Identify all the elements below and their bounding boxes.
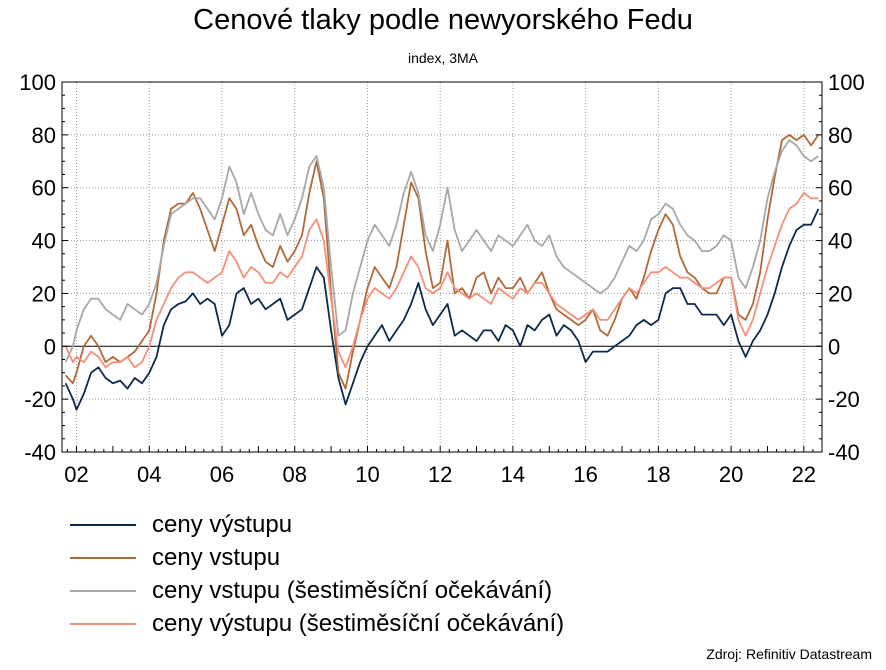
series-line <box>64 139 819 363</box>
legend-item: ceny vstupu (šestiměsíční očekávání) <box>70 574 564 607</box>
y-tick-label-right: 20 <box>828 281 852 306</box>
y-tick-label-left: 60 <box>32 176 56 201</box>
legend-item: ceny vstupu <box>70 541 564 574</box>
y-tick-label-left: 0 <box>44 334 56 359</box>
series-line <box>64 192 819 369</box>
y-tick-label-left: 40 <box>32 229 56 254</box>
legend-item: ceny výstupu <box>70 508 564 541</box>
series-line <box>64 134 820 390</box>
chart-title: Cenové tlaky podle newyorského Fedu <box>193 4 693 36</box>
axis-ticks <box>62 81 823 453</box>
x-tick-label: 20 <box>719 462 743 487</box>
y-tick-label-left: -40 <box>24 440 56 465</box>
grid-lines <box>62 82 822 452</box>
x-tick-label: 18 <box>646 462 670 487</box>
x-tick-label: 10 <box>355 462 379 487</box>
x-tick-label: 22 <box>792 462 816 487</box>
y-tick-label-right: -40 <box>828 440 860 465</box>
legend-swatch <box>70 622 136 625</box>
line-chart: -40 -40 -20 -20 0 0 20 20 40 40 60 60 80 80 100 100 02 04… <box>19 70 864 487</box>
y-tick-label-right: -20 <box>828 387 860 412</box>
x-tick-label: 16 <box>573 462 597 487</box>
x-tick-label: 12 <box>428 462 452 487</box>
legend-item: ceny výstupu (šestiměsíční očekávání) <box>70 607 564 640</box>
x-tick-label: 06 <box>210 462 234 487</box>
series-lines <box>64 134 820 411</box>
legend-label: ceny vstupu (šestiměsíční očekávání) <box>152 576 553 604</box>
legend-swatch <box>70 556 136 559</box>
y-tick-label-right: 60 <box>828 176 852 201</box>
legend-label: ceny výstupu <box>152 510 293 538</box>
x-tick-label: 02 <box>64 462 88 487</box>
y-tick-label-left: 20 <box>32 281 56 306</box>
source-note: Zdroj: Refinitiv Datastream <box>706 646 872 662</box>
plot-frame <box>61 81 823 453</box>
x-tick-label: 04 <box>137 462 161 487</box>
chart-subtitle: index, 3MA <box>407 50 479 66</box>
y-tick-label-right: 100 <box>828 70 865 95</box>
y-tick-label-left: -20 <box>24 387 56 412</box>
x-tick-label: 14 <box>501 462 525 487</box>
x-tick-label: 08 <box>282 462 306 487</box>
tick-labels: -40 -40 -20 -20 0 0 20 20 40 40 60 60 80 80 100 100 02 04… <box>19 70 864 487</box>
series-line <box>64 208 820 411</box>
legend-swatch <box>70 523 136 526</box>
legend-label: ceny výstupu (šestiměsíční očekávání) <box>152 609 565 637</box>
y-tick-label-left: 80 <box>32 123 56 148</box>
y-tick-label-right: 40 <box>828 229 852 254</box>
y-tick-label-right: 0 <box>828 334 840 359</box>
legend-swatch <box>70 589 136 592</box>
y-tick-label-right: 80 <box>828 123 852 148</box>
legend: ceny výstupu ceny vstupu ceny vstupu (šest… <box>70 508 564 640</box>
legend-label: ceny vstupu <box>152 543 281 571</box>
y-tick-label-left: 100 <box>19 70 56 95</box>
